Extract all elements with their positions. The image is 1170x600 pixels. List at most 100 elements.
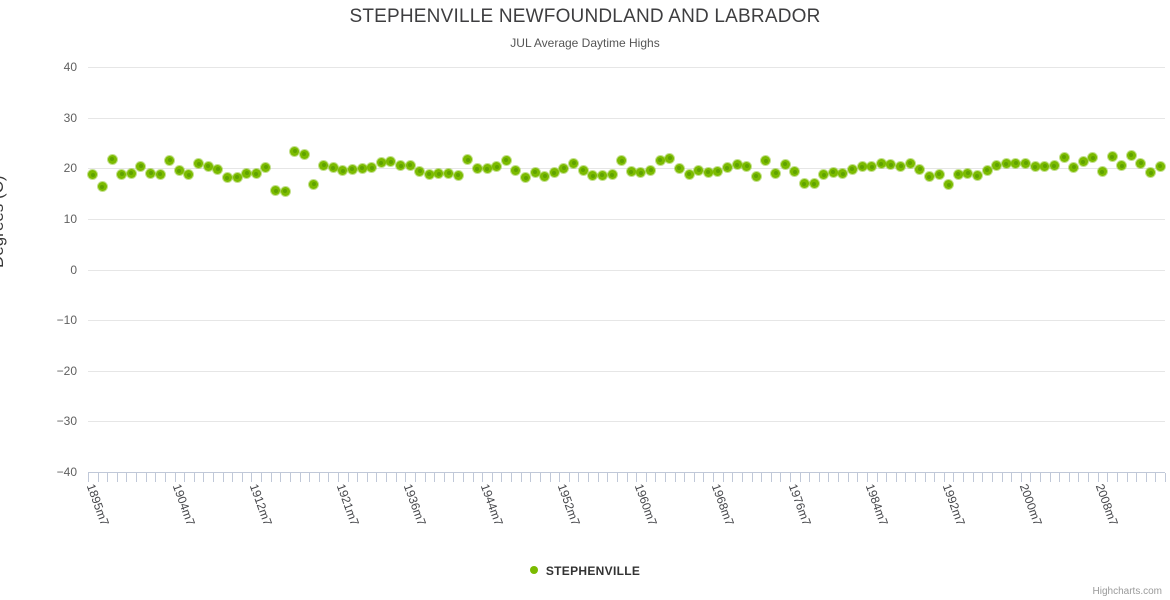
data-point[interactable] xyxy=(597,170,607,180)
data-point[interactable] xyxy=(607,170,617,180)
data-point[interactable] xyxy=(953,169,963,179)
data-point[interactable] xyxy=(665,153,675,163)
data-point[interactable] xyxy=(751,171,761,181)
data-point[interactable] xyxy=(530,167,540,177)
data-point[interactable] xyxy=(905,158,915,168)
data-point[interactable] xyxy=(376,158,386,168)
data-point[interactable] xyxy=(1097,167,1107,177)
data-point[interactable] xyxy=(982,165,992,175)
data-point[interactable] xyxy=(1126,150,1136,160)
data-point[interactable] xyxy=(1040,161,1050,171)
data-point[interactable] xyxy=(347,164,357,174)
data-point[interactable] xyxy=(617,156,627,166)
data-point[interactable] xyxy=(1059,152,1069,162)
data-point[interactable] xyxy=(1001,159,1011,169)
data-point[interactable] xyxy=(319,160,329,170)
data-point[interactable] xyxy=(261,162,271,172)
data-point[interactable] xyxy=(396,161,406,171)
data-point[interactable] xyxy=(857,162,867,172)
data-point[interactable] xyxy=(761,156,771,166)
data-point[interactable] xyxy=(415,166,425,176)
data-point[interactable] xyxy=(684,169,694,179)
data-point[interactable] xyxy=(944,180,954,190)
data-point[interactable] xyxy=(703,167,713,177)
data-point[interactable] xyxy=(847,164,857,174)
data-point[interactable] xyxy=(386,157,396,167)
data-point[interactable] xyxy=(299,149,309,159)
data-point[interactable] xyxy=(886,160,896,170)
data-point[interactable] xyxy=(184,170,194,180)
data-point[interactable] xyxy=(511,165,521,175)
data-point[interactable] xyxy=(424,169,434,179)
data-point[interactable] xyxy=(992,160,1002,170)
data-point[interactable] xyxy=(1136,158,1146,168)
data-point[interactable] xyxy=(713,166,723,176)
data-point[interactable] xyxy=(1030,162,1040,172)
data-point[interactable] xyxy=(934,169,944,179)
data-point[interactable] xyxy=(453,170,463,180)
data-point[interactable] xyxy=(472,164,482,174)
data-point[interactable] xyxy=(742,161,752,171)
data-point[interactable] xyxy=(338,166,348,176)
data-point[interactable] xyxy=(434,169,444,179)
data-point[interactable] xyxy=(482,164,492,174)
data-point[interactable] xyxy=(819,170,829,180)
data-point[interactable] xyxy=(1049,161,1059,171)
data-point[interactable] xyxy=(126,168,136,178)
data-point[interactable] xyxy=(588,171,598,181)
data-point[interactable] xyxy=(309,179,319,189)
data-point[interactable] xyxy=(636,168,646,178)
data-point[interactable] xyxy=(732,160,742,170)
data-point[interactable] xyxy=(1146,168,1156,178)
data-point[interactable] xyxy=(405,160,415,170)
data-point[interactable] xyxy=(828,167,838,177)
data-point[interactable] xyxy=(174,166,184,176)
data-point[interactable] xyxy=(213,164,223,174)
data-point[interactable] xyxy=(646,165,656,175)
data-point[interactable] xyxy=(203,161,213,171)
data-point[interactable] xyxy=(521,173,531,183)
data-point[interactable] xyxy=(809,179,819,189)
data-point[interactable] xyxy=(790,167,800,177)
data-point[interactable] xyxy=(771,168,781,178)
data-point[interactable] xyxy=(357,163,367,173)
data-point[interactable] xyxy=(915,164,925,174)
data-point[interactable] xyxy=(876,159,886,169)
data-point[interactable] xyxy=(1117,161,1127,171)
data-point[interactable] xyxy=(655,155,665,165)
data-point[interactable] xyxy=(155,169,165,179)
data-point[interactable] xyxy=(867,162,877,172)
data-point[interactable] xyxy=(444,168,454,178)
data-point[interactable] xyxy=(896,161,906,171)
data-point[interactable] xyxy=(963,168,973,178)
data-point[interactable] xyxy=(492,162,502,172)
data-point[interactable] xyxy=(463,155,473,165)
data-point[interactable] xyxy=(1069,162,1079,172)
data-point[interactable] xyxy=(549,168,559,178)
data-point[interactable] xyxy=(1011,158,1021,168)
data-point[interactable] xyxy=(838,169,848,179)
data-point[interactable] xyxy=(107,154,117,164)
data-point[interactable] xyxy=(569,158,579,168)
data-point[interactable] xyxy=(780,159,790,169)
data-point[interactable] xyxy=(540,171,550,181)
data-point[interactable] xyxy=(88,170,98,180)
data-point[interactable] xyxy=(694,165,704,175)
data-point[interactable] xyxy=(674,163,684,173)
highcharts-credit[interactable]: Highcharts.com xyxy=(1092,586,1162,597)
data-point[interactable] xyxy=(232,172,242,182)
data-point[interactable] xyxy=(222,173,232,183)
data-point[interactable] xyxy=(136,161,146,171)
data-point[interactable] xyxy=(280,186,290,196)
data-point[interactable] xyxy=(578,165,588,175)
data-point[interactable] xyxy=(165,155,175,165)
data-point[interactable] xyxy=(117,169,127,179)
chart-legend[interactable]: STEPHENVILLE xyxy=(0,563,1170,578)
data-point[interactable] xyxy=(271,186,280,196)
data-point[interactable] xyxy=(559,163,569,173)
data-point[interactable] xyxy=(251,169,261,179)
data-point[interactable] xyxy=(97,182,107,192)
data-point[interactable] xyxy=(501,155,511,165)
data-point[interactable] xyxy=(1021,158,1031,168)
data-point[interactable] xyxy=(799,179,809,189)
